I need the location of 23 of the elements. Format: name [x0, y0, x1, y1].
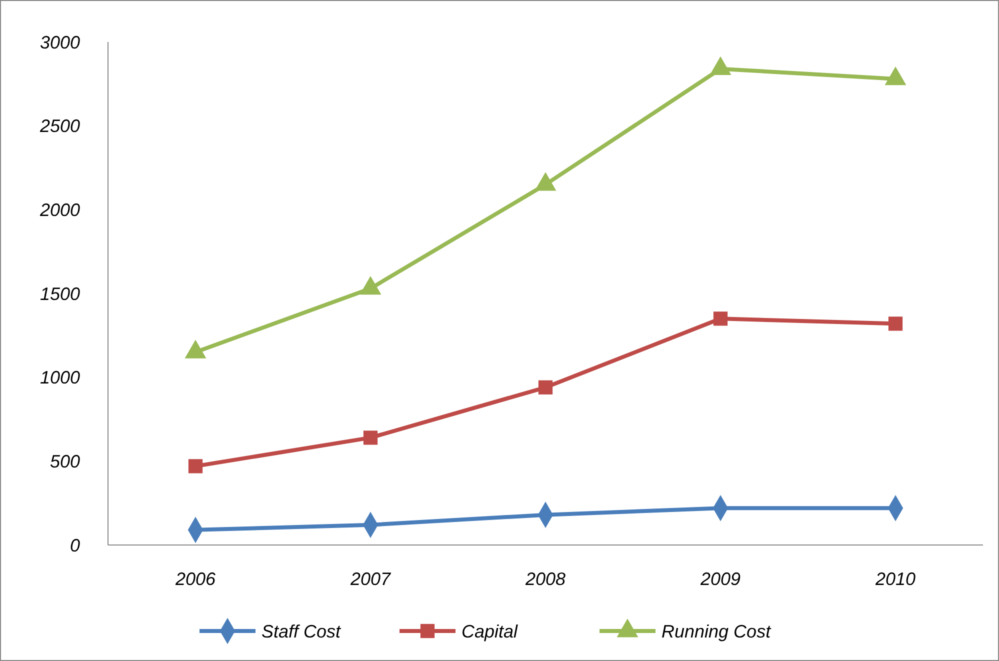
legend-label: Capital: [462, 621, 519, 642]
x-tick-label: 2007: [349, 569, 392, 589]
point: [884, 66, 906, 86]
y-tick-label: 2000: [38, 200, 80, 220]
x-tick-label: 2009: [699, 569, 741, 589]
point: [188, 459, 203, 474]
point: [363, 430, 378, 445]
y-tick-label: 1500: [40, 284, 80, 304]
y-tick-label: 0: [70, 535, 80, 556]
point: [888, 316, 903, 331]
legend-label: Running Cost: [662, 621, 772, 642]
y-tick-label: 2500: [38, 116, 80, 136]
y-tick-label: 500: [50, 451, 80, 472]
x-tick-label: 2008: [524, 569, 566, 589]
legend-label: Staff Cost: [262, 621, 342, 642]
y-tick-label: 1000: [40, 368, 80, 388]
point: [538, 380, 553, 394]
y-tick-label: 3000: [40, 32, 80, 52]
x-tick-label: 2006: [174, 569, 217, 589]
point: [534, 172, 556, 191]
x-tick-label: 2010: [874, 569, 916, 589]
point: [710, 56, 732, 76]
point: [713, 312, 728, 326]
